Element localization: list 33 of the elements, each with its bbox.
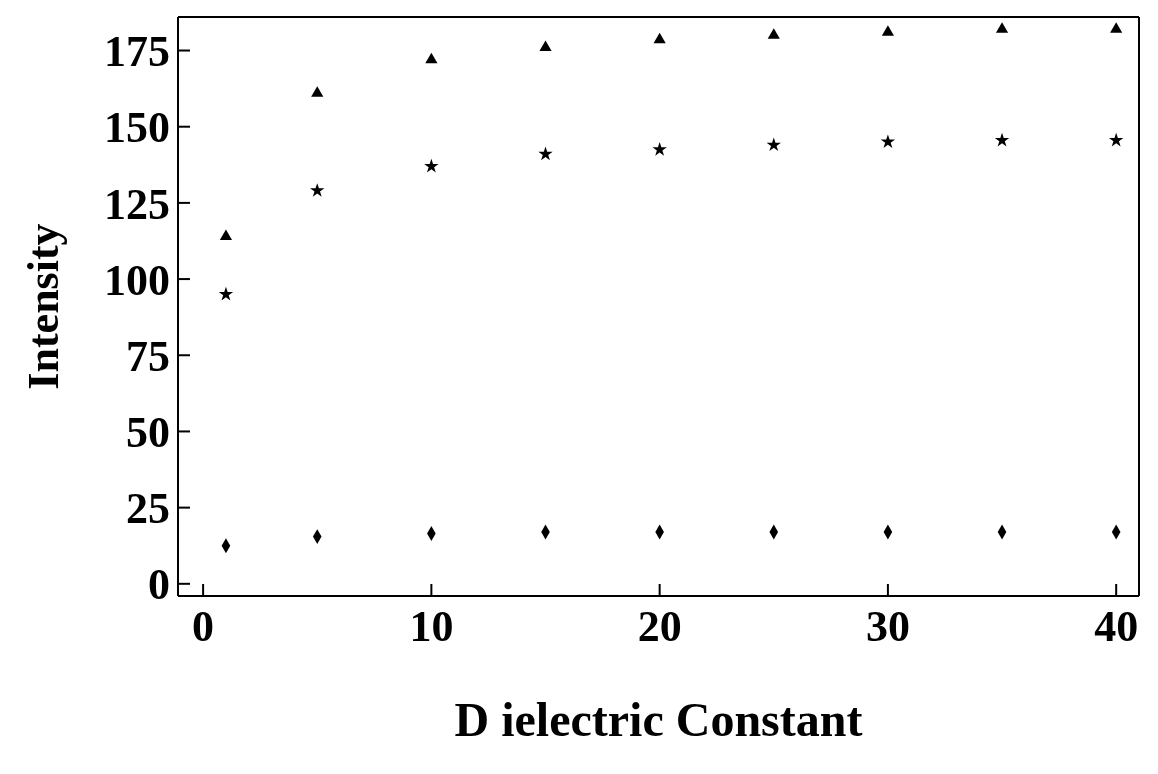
point <box>538 146 553 161</box>
x-axis-title: D ielectric Constant <box>454 693 863 746</box>
y-axis-title: Intensity <box>18 223 68 390</box>
x-tick-label: 40 <box>1094 602 1139 652</box>
point <box>766 137 781 152</box>
y-tick-label: 75 <box>126 331 170 381</box>
y-tick-label: 175 <box>104 27 170 77</box>
point <box>219 229 233 240</box>
y-tick-label: 100 <box>104 255 170 305</box>
y-tick-label: 50 <box>126 408 170 458</box>
point <box>424 158 439 173</box>
point <box>425 52 438 64</box>
point <box>994 132 1010 147</box>
point <box>767 28 780 39</box>
point <box>311 86 324 97</box>
y-tick-label: 125 <box>104 179 170 229</box>
point <box>653 32 666 44</box>
point <box>652 142 667 156</box>
x-tick-label: 0 <box>192 602 215 652</box>
point <box>310 183 325 197</box>
point <box>1108 132 1124 147</box>
y-tick-label: 0 <box>148 560 170 610</box>
point <box>881 25 894 36</box>
point <box>539 40 552 51</box>
y-tick-label: 25 <box>126 484 170 534</box>
point <box>995 22 1009 33</box>
point <box>218 286 234 301</box>
x-tick-label: 30 <box>865 602 910 652</box>
point <box>880 134 896 149</box>
x-tick-label: 20 <box>637 602 682 652</box>
y-tick-label: 150 <box>104 103 170 153</box>
x-tick-label: 10 <box>409 602 454 652</box>
point <box>1110 22 1123 33</box>
